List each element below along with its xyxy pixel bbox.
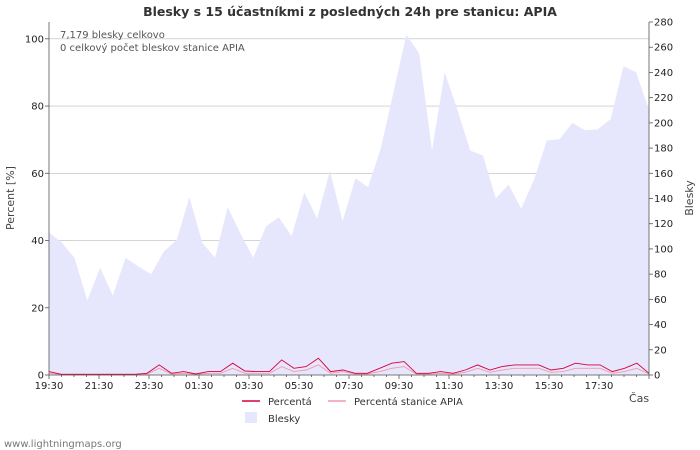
x-tick-label-5: 05:30: [285, 381, 314, 392]
y-right-tick-label-0: 0: [654, 371, 660, 382]
y-right-tick-label-60: 60: [654, 295, 667, 306]
percent-line: [48, 357, 650, 375]
y-axis-left-title: Percent [%]: [4, 166, 17, 230]
y-right-tick-label-20: 20: [654, 345, 667, 356]
legend-station-label: Percentá stanice APIA: [354, 396, 463, 408]
y-left-tick-label-20: 20: [31, 303, 44, 314]
x-tick-label-11: 17:30: [585, 381, 614, 392]
y-right-tick-label-240: 240: [654, 68, 673, 79]
y-right-tick-label-180: 180: [654, 144, 673, 155]
y-left-tick-label-40: 40: [31, 236, 44, 247]
y-left-tick-label-100: 100: [25, 34, 44, 45]
x-tick-label-4: 03:30: [235, 381, 264, 392]
total-strikes-note: 7,179 blesky celkovo: [60, 30, 165, 41]
x-tick-label-0: 19:30: [35, 381, 64, 392]
y-right-tick-label-280: 280: [654, 18, 673, 29]
y-left-tick-label-60: 60: [31, 169, 44, 180]
x-tick-label-8: 11:30: [435, 381, 464, 392]
y-right-tick-label-220: 220: [654, 93, 673, 104]
blesky-area: [49, 34, 649, 375]
y-right-tick-label-100: 100: [654, 244, 673, 255]
x-axis-title: Čas: [629, 392, 649, 405]
chart-title: Blesky s 15 účastníkmi z posledných 24h …: [143, 4, 557, 19]
blesky-area-path: [49, 34, 649, 375]
legend-blesky-label: Blesky: [268, 414, 300, 425]
axes: 0 20 40 60 80 100 0 20 40 60 80 100 120 140 160 180 200 2…: [25, 18, 673, 393]
x-tick-label-7: 09:30: [385, 381, 414, 392]
x-tick-label-1: 21:30: [85, 381, 114, 392]
x-tick-label-6: 07:30: [335, 381, 364, 392]
legend: Percentá Percentá stanice APIA Blesky: [242, 396, 463, 425]
footer-credit: www.lightningmaps.org: [4, 439, 122, 450]
percent-lines: [48, 357, 650, 375]
y-right-tick-label-200: 200: [654, 118, 673, 129]
y-right-tick-label-40: 40: [654, 320, 667, 331]
y-right-tick-label-160: 160: [654, 169, 673, 180]
y-right-tick-label-260: 260: [654, 43, 673, 54]
legend-percent-label: Percentá: [268, 396, 312, 408]
x-tick-label-2: 23:30: [135, 381, 164, 392]
y-left-tick-label-80: 80: [31, 102, 44, 113]
y-left-tick-label-0: 0: [38, 371, 44, 382]
x-tick-label-3: 01:30: [185, 381, 214, 392]
station-strikes-note: 0 celkový počet bleskov stanice APIA: [60, 42, 245, 54]
y-right-tick-label-80: 80: [654, 270, 667, 281]
station-percent-line: [48, 364, 650, 375]
legend-blesky-swatch: [245, 412, 257, 423]
y-axis-right-title: Blesky: [683, 180, 696, 216]
y-right-tick-label-120: 120: [654, 219, 673, 230]
y-right-tick-label-140: 140: [654, 194, 673, 205]
x-tick-label-10: 15:30: [535, 381, 564, 392]
x-tick-label-9: 13:30: [485, 381, 514, 392]
